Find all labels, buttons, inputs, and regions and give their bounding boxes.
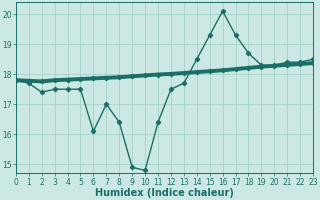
X-axis label: Humidex (Indice chaleur): Humidex (Indice chaleur)	[95, 188, 234, 198]
